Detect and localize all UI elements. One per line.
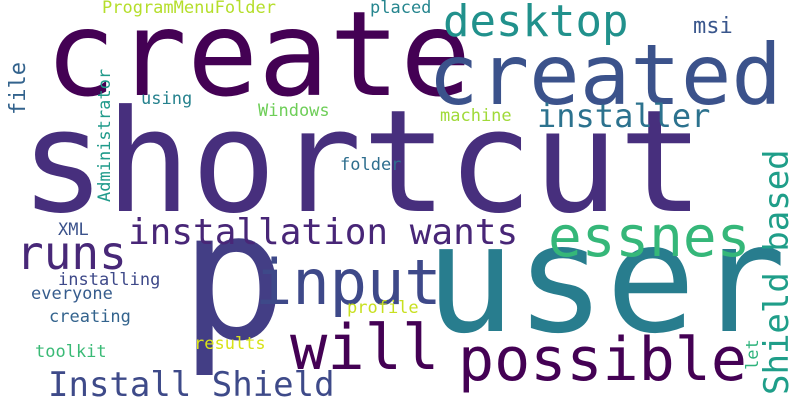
word-will: will <box>290 311 440 384</box>
word-placed: placed <box>370 0 432 18</box>
word-creating: creating <box>49 307 131 327</box>
word-create: create <box>45 0 472 123</box>
word-essnes: essnes <box>548 205 751 270</box>
word-let: let <box>743 339 763 370</box>
word-msi: msi <box>693 14 733 39</box>
word-administrator: Administrator <box>95 68 115 202</box>
word-possible: possible <box>458 325 747 395</box>
word-shortcut: shortcut <box>20 80 704 245</box>
word-folder: folder <box>340 155 402 175</box>
word-runs: runs <box>16 226 127 280</box>
word-input: input <box>255 246 442 319</box>
word-results: results <box>194 334 266 354</box>
word-user: user <box>425 193 787 367</box>
word-programmenufolder: ProgramMenuFolder <box>102 0 276 18</box>
word-install-shield: Install Shield <box>48 365 335 400</box>
word-p: p <box>180 173 288 380</box>
word-created: created <box>428 26 783 124</box>
word-everyone: everyone <box>31 284 113 304</box>
word-profile: profile <box>347 298 419 318</box>
word-using: using <box>141 89 193 109</box>
word-desktop: desktop <box>443 0 629 47</box>
word-installer: installer <box>537 97 711 135</box>
word-xml: XML <box>58 220 89 240</box>
word-shield-based: Shield based <box>757 149 797 395</box>
word-installation-wants: installation wants <box>128 212 519 253</box>
word-machine: machine <box>440 106 512 126</box>
word-windows: Windows <box>258 101 330 121</box>
word-toolkit: toolkit <box>35 342 107 362</box>
word-file: file <box>6 62 31 115</box>
word-installing: installing <box>58 270 161 290</box>
